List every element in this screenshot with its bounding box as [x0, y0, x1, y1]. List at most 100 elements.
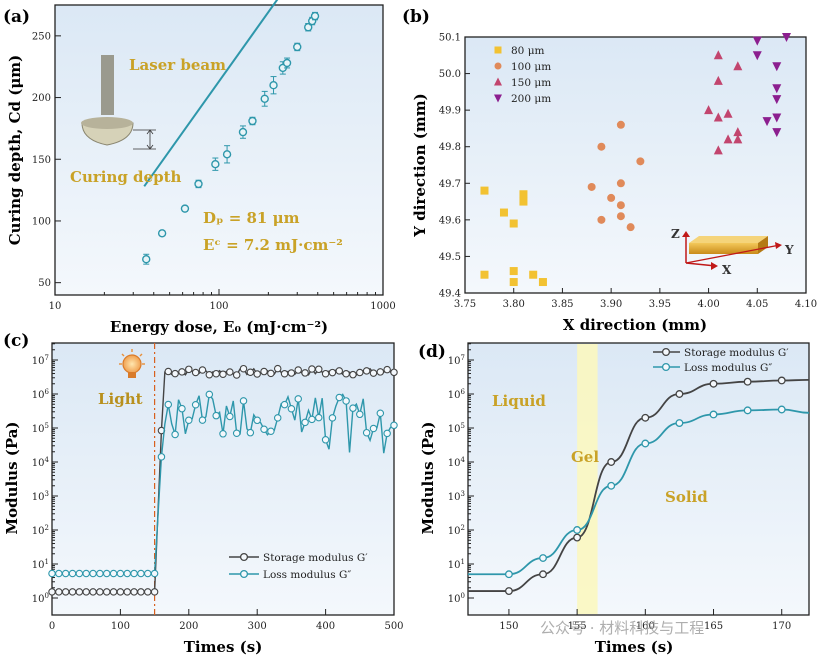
- data-point: [142, 255, 151, 264]
- z-axis-label: Z: [671, 227, 680, 241]
- data-point: [96, 569, 104, 578]
- data-point: [68, 588, 77, 596]
- legend-marker: [239, 569, 249, 579]
- light-bulb-icon: [119, 349, 145, 378]
- data-point: [48, 588, 56, 596]
- data-point: [597, 142, 606, 151]
- panel-d-marks: [467, 376, 810, 596]
- data-point: [205, 390, 214, 399]
- panel-c-label: (c): [3, 331, 29, 351]
- data-point: [362, 428, 371, 437]
- panel-a-xlabel: Energy dose, E₀ (mJ·cm⁻²): [110, 318, 328, 336]
- data-point: [304, 23, 313, 32]
- data-point: [198, 416, 207, 424]
- panel-a-axes: 10 100 1000 50 100 150 200 250: [32, 31, 396, 312]
- x-tick-label: 400: [316, 621, 335, 632]
- data-point: [219, 430, 227, 438]
- data-point: [335, 393, 344, 402]
- panel-d-axes: 100 101 102 103 104 105 106 107 150 155 160 165 170: [448, 343, 791, 632]
- data-point: [529, 270, 538, 279]
- data-point: [137, 588, 145, 596]
- data-point: [109, 569, 118, 578]
- x-axis-arrow-label: X: [722, 263, 732, 277]
- data-point: [287, 404, 296, 413]
- x-tick-label: 4.10: [795, 299, 817, 310]
- y-tick-label: 49.5: [439, 252, 461, 263]
- data-point: [226, 368, 234, 376]
- legend-marker: [661, 362, 671, 372]
- data-point: [198, 366, 207, 374]
- data-point: [61, 569, 70, 578]
- data-point: [226, 412, 234, 421]
- data-point: [301, 418, 309, 427]
- y-tick-label: 105: [448, 422, 465, 435]
- y-tick-label: 49.4: [439, 289, 461, 300]
- x-tick-label: 155: [568, 621, 587, 632]
- panel-a-ylabel: Curing depth, Cd (μm): [6, 55, 24, 246]
- y-tick-label: 49.9: [439, 106, 461, 117]
- data-point: [641, 413, 650, 422]
- data-point: [390, 368, 398, 377]
- data-point: [519, 190, 528, 199]
- data-point: [55, 588, 63, 596]
- panel-c-axes: 100 101 102 103 104 105 106 107 0 100 200 300 400 500: [32, 343, 404, 632]
- data-point: [164, 400, 173, 409]
- data-point: [573, 526, 582, 534]
- legend-label: 150 μm: [511, 77, 551, 89]
- panel-c-ylabel: Modulus (Pa): [3, 421, 21, 534]
- data-point: [504, 570, 513, 579]
- curing-depth-label: Curing depth: [70, 168, 182, 186]
- data-point: [150, 569, 159, 578]
- data-point: [713, 145, 723, 155]
- legend-marker: [494, 62, 502, 70]
- data-point: [280, 400, 289, 409]
- panel-c-marks: [48, 343, 398, 615]
- x-tick-label: 200: [179, 621, 198, 632]
- x-tick-label: 150: [499, 621, 518, 632]
- data-point: [616, 120, 625, 129]
- dp-equation: Dₚ = 81 μm: [203, 209, 300, 227]
- data-point: [144, 588, 152, 596]
- data-point: [267, 369, 275, 378]
- panel-d: (d) 100 101 102 103 104 105 106 107 150 155 160 165…: [418, 342, 810, 656]
- panel-d-ylabel: Modulus (Pa): [419, 421, 437, 534]
- data-point: [356, 368, 364, 377]
- data-point: [723, 134, 733, 144]
- x-tick-label: 3.95: [649, 299, 671, 310]
- data-point: [157, 453, 166, 461]
- data-point: [267, 427, 275, 436]
- data-point: [178, 404, 186, 413]
- x-tick-label: 170: [772, 621, 791, 632]
- data-point: [315, 365, 323, 374]
- data-point: [743, 406, 752, 415]
- data-point: [232, 371, 241, 379]
- data-point: [480, 270, 489, 279]
- data-point: [260, 367, 268, 376]
- data-point: [376, 409, 385, 418]
- panel-b-legend: 80 μm 100 μm 150 μm 200 μm: [494, 45, 551, 105]
- data-point: [713, 50, 723, 60]
- data-point: [55, 569, 63, 578]
- panel-d-xlabel: Times (s): [595, 638, 674, 656]
- data-point: [294, 366, 302, 374]
- data-point: [171, 430, 179, 439]
- data-point: [178, 368, 186, 376]
- legend-label: Storage modulus G′: [263, 552, 368, 564]
- x-tick-label: 3.90: [600, 299, 622, 310]
- data-point: [75, 588, 84, 596]
- data-point: [321, 369, 330, 378]
- data-point: [519, 197, 528, 206]
- panel-b-xlabel: X direction (mm): [563, 316, 707, 334]
- data-point: [636, 157, 645, 166]
- data-point: [509, 267, 518, 276]
- data-point: [157, 229, 167, 238]
- data-point: [349, 370, 357, 379]
- data-point: [282, 58, 292, 68]
- data-point: [616, 212, 625, 221]
- panel-a-marks: [142, 0, 320, 265]
- legend-marker: [494, 94, 502, 103]
- panel-b-label: (b): [402, 7, 430, 27]
- data-point: [616, 179, 625, 188]
- data-point: [48, 569, 56, 578]
